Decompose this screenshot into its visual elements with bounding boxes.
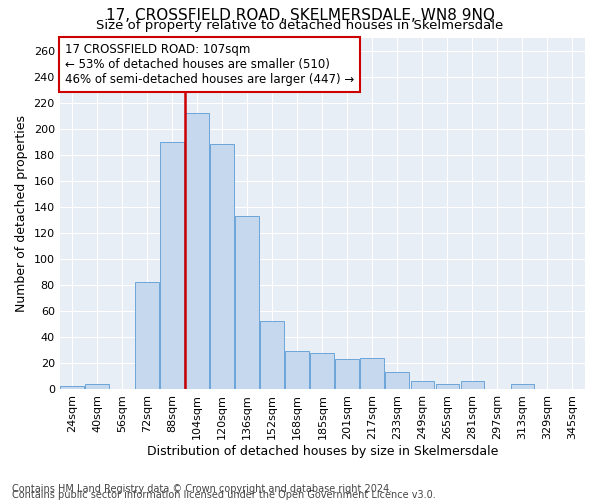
Text: Size of property relative to detached houses in Skelmersdale: Size of property relative to detached ho…	[97, 19, 503, 32]
Bar	[85, 384, 109, 389]
Bar	[185, 113, 209, 389]
Bar	[361, 358, 384, 389]
Bar	[461, 381, 484, 389]
Bar	[160, 142, 184, 389]
Text: 17, CROSSFIELD ROAD, SKELMERSDALE, WN8 9NQ: 17, CROSSFIELD ROAD, SKELMERSDALE, WN8 9…	[106, 8, 494, 22]
Bar	[260, 322, 284, 389]
Bar	[211, 144, 234, 389]
Bar	[235, 216, 259, 389]
X-axis label: Distribution of detached houses by size in Skelmersdale: Distribution of detached houses by size …	[146, 444, 498, 458]
Bar	[385, 372, 409, 389]
Text: Contains HM Land Registry data © Crown copyright and database right 2024.: Contains HM Land Registry data © Crown c…	[12, 484, 392, 494]
Bar	[410, 381, 434, 389]
Bar	[60, 386, 84, 389]
Text: 17 CROSSFIELD ROAD: 107sqm
← 53% of detached houses are smaller (510)
46% of sem: 17 CROSSFIELD ROAD: 107sqm ← 53% of deta…	[65, 43, 354, 86]
Bar	[310, 352, 334, 389]
Bar	[335, 359, 359, 389]
Bar	[136, 282, 159, 389]
Y-axis label: Number of detached properties: Number of detached properties	[15, 114, 28, 312]
Bar	[436, 384, 459, 389]
Bar	[511, 384, 535, 389]
Text: Contains public sector information licensed under the Open Government Licence v3: Contains public sector information licen…	[12, 490, 436, 500]
Bar	[286, 351, 309, 389]
